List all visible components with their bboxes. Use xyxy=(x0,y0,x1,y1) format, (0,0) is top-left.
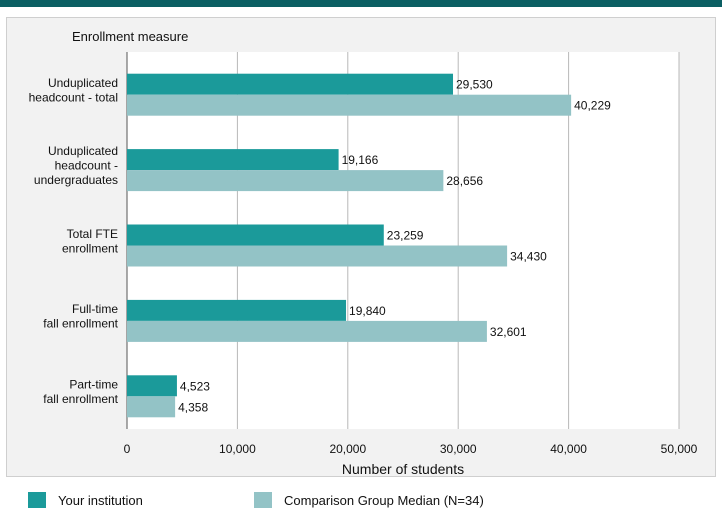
data-label: 4,358 xyxy=(178,400,208,414)
data-label: 19,166 xyxy=(342,153,379,167)
bar-your-institution xyxy=(127,73,454,95)
x-axis-title: Number of students xyxy=(342,461,464,477)
x-tick-label: 30,000 xyxy=(440,442,477,456)
top-accent-band xyxy=(0,0,722,7)
data-label: 23,259 xyxy=(387,229,424,243)
bar-your-institution xyxy=(127,299,347,321)
legend-item-comparison-group: Comparison Group Median (N=34) xyxy=(254,492,484,508)
category-label: Full-time fall enrollment xyxy=(43,302,118,331)
legend-swatch-comparison-group xyxy=(254,492,272,508)
category-label: Part-time fall enrollment xyxy=(43,378,118,407)
data-label: 28,656 xyxy=(446,174,483,188)
category-axis-title: Enrollment measure xyxy=(72,29,188,44)
data-label: 19,840 xyxy=(349,304,386,318)
enrollment-bar-chart: Enrollment measure Number of students 0 1… xyxy=(29,29,698,477)
x-tick-label: 10,000 xyxy=(219,442,256,456)
category-label: Unduplicated headcount -undergraduates xyxy=(34,144,118,187)
legend-label-your-institution: Your institution xyxy=(58,492,143,508)
bar-your-institution xyxy=(127,224,384,246)
data-label: 34,430 xyxy=(510,250,547,264)
x-tick-label: 0 xyxy=(124,442,131,456)
x-tick-label: 40,000 xyxy=(550,442,587,456)
bar-comparison-group xyxy=(127,320,487,342)
bar-your-institution xyxy=(127,149,339,171)
data-label: 32,601 xyxy=(490,325,527,339)
x-tick-label: 20,000 xyxy=(329,442,366,456)
bar-your-institution xyxy=(127,375,177,397)
legend: Your institution Comparison Group Median… xyxy=(0,484,722,512)
legend-item-your-institution: Your institution xyxy=(28,492,143,508)
bar-comparison-group xyxy=(127,94,572,116)
bar-comparison-group xyxy=(127,396,176,418)
category-label: Total FTE enrollment xyxy=(62,227,119,256)
data-label: 4,523 xyxy=(180,379,210,393)
x-tick-label: 50,000 xyxy=(661,442,698,456)
legend-swatch-your-institution xyxy=(28,492,46,508)
data-label: 40,229 xyxy=(574,99,611,113)
category-label: Unduplicated headcount - total xyxy=(29,76,118,105)
bar-comparison-group xyxy=(127,170,444,192)
bar-comparison-group xyxy=(127,245,508,267)
data-label: 29,530 xyxy=(456,78,493,92)
legend-label-comparison-group: Comparison Group Median (N=34) xyxy=(284,492,484,508)
